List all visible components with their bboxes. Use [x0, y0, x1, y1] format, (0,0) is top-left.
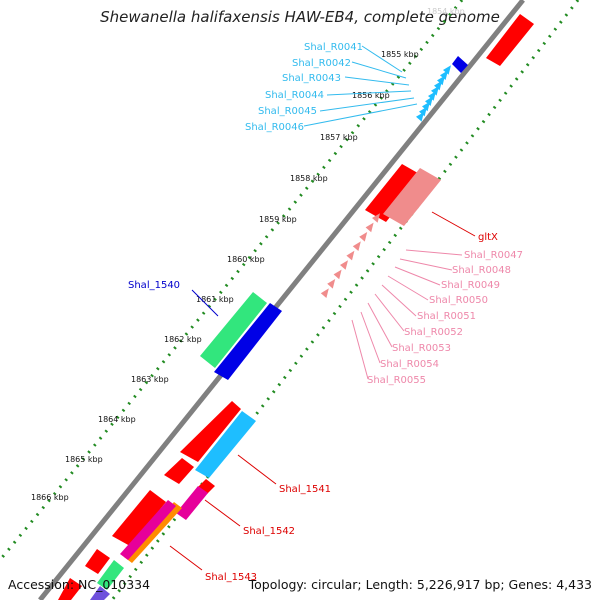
rrna-arrow: [359, 232, 368, 242]
rrna-arrow: [440, 70, 448, 80]
reverse-strand-features: [90, 14, 534, 600]
ruler-label: 1864 kbp: [98, 415, 136, 424]
gene-label-shal-1541: Shal_1541: [279, 484, 331, 495]
rrna-label: Shal_R0048: [452, 265, 511, 276]
rrna-arrow: [422, 101, 430, 112]
gene-blue-reverse: [452, 56, 468, 73]
gene-label-shal-1543: Shal_1543: [205, 572, 257, 583]
ruler-label: 1855 kbp: [381, 50, 419, 59]
rrna-label: Shal_R0046: [245, 122, 304, 133]
rrna-arrow: [431, 86, 439, 96]
shal-1540-leader: [191, 289, 219, 317]
ruler-label: 1861 kbp: [196, 295, 234, 304]
map-title: Shewanella halifaxensis HAW-EB4, complet…: [100, 8, 500, 26]
ruler-label: 1866 kbp: [31, 493, 69, 502]
upper-rrna-labels: Shal_R0041 Shal_R0042 Shal_R0043 Shal_R0…: [245, 42, 418, 133]
gene-red-reverse: [486, 14, 534, 66]
genome-backbone: [38, 0, 525, 600]
ruler-label: 1863 kbp: [131, 375, 169, 384]
outer-tick-line: [0, 0, 464, 561]
rrna-arrow: [327, 279, 336, 289]
gene-shal-1540: [200, 292, 267, 368]
ruler-label: 1862 kbp: [164, 335, 202, 344]
rrna-arrow: [333, 269, 342, 280]
lower-rrna-labels: Shal_R0047 Shal_R0048 Shal_R0049 Shal_R0…: [351, 249, 523, 386]
rrna-label: Shal_R0049: [441, 280, 500, 291]
gene-blue-reverse: [214, 303, 282, 380]
gene-red-forward: [112, 490, 166, 546]
forward-strand-features: [58, 164, 423, 600]
gene-magenta-reverse: [120, 500, 176, 560]
rrna-arrow: [419, 106, 427, 117]
gene-green-reverse: [97, 560, 124, 590]
shal-1543-leader: [169, 545, 203, 571]
rrna-label: Shal_R0041: [304, 42, 363, 53]
accession-text: Accession: NC_010334: [8, 577, 151, 592]
inner-tick-line: [110, 0, 580, 600]
rrna-label: Shal_R0051: [417, 311, 476, 322]
gene-label-shal-1540: Shal_1540: [128, 280, 180, 291]
shal-1542-leader: [204, 499, 241, 527]
ruler-label: 1865 kbp: [65, 455, 103, 464]
gene-label-gltx: gltX: [478, 232, 498, 243]
gene-red-forward: [58, 578, 82, 600]
rrna-label: Shal_R0050: [429, 295, 488, 306]
rrna-label: Shal_R0042: [292, 58, 351, 69]
rrna-arrow: [437, 75, 445, 86]
rrna-label: Shal_R0052: [404, 327, 463, 338]
rrna-arrow: [425, 96, 433, 106]
rrna-arrow: [443, 65, 451, 75]
gene-gltx: [383, 168, 441, 226]
rrna-arrows-upper: [416, 65, 451, 122]
rrna-arrow: [416, 112, 424, 122]
rrna-label: Shal_R0055: [367, 375, 426, 386]
rrna-arrows-lower: [320, 213, 380, 298]
rrna-arrow: [372, 213, 380, 223]
gltx-leader: [431, 211, 476, 237]
ruler-label: 1859 kbp: [259, 215, 297, 224]
ruler-label-faded: 1854 kbp: [427, 7, 465, 16]
rrna-label: Shal_R0053: [392, 343, 451, 354]
rrna-arrow: [320, 288, 329, 298]
ruler-label: 1860 kbp: [227, 255, 265, 264]
gene-red-forward: [164, 458, 194, 484]
gene-shal-1542: [176, 486, 208, 520]
ruler-label: 1856 kbp: [352, 91, 390, 100]
gene-purple-reverse: [90, 586, 110, 600]
rrna-label: Shal_R0047: [464, 250, 523, 261]
gene-red-forward: [85, 549, 110, 574]
ruler-label: 1858 kbp: [290, 174, 328, 183]
summary-text: Topology: circular; Length: 5,226,917 bp…: [248, 577, 592, 592]
rrna-arrow: [352, 241, 361, 251]
gene-red-forward: [180, 401, 241, 462]
rrna-arrow: [434, 80, 442, 91]
gene-label-shal-1542: Shal_1542: [243, 526, 295, 537]
ruler-label: 1857 kbp: [320, 133, 358, 142]
rrna-label: Shal_R0044: [265, 90, 324, 101]
rrna-arrow: [365, 222, 374, 233]
rrna-label: Shal_R0043: [282, 73, 341, 84]
gene-shal-1541: [195, 411, 256, 478]
rrna-arrow: [428, 91, 436, 101]
rrna-arrow: [340, 260, 348, 270]
rrna-label: Shal_R0054: [380, 359, 439, 370]
ruler-labels: 1855 kbp 1856 kbp 1857 kbp 1858 kbp 1859…: [31, 50, 419, 502]
gene-red-forward: [365, 164, 423, 222]
rrna-arrow: [346, 250, 355, 261]
rrna-label: Shal_R0045: [258, 106, 317, 117]
shal-1541-leader: [237, 454, 277, 485]
